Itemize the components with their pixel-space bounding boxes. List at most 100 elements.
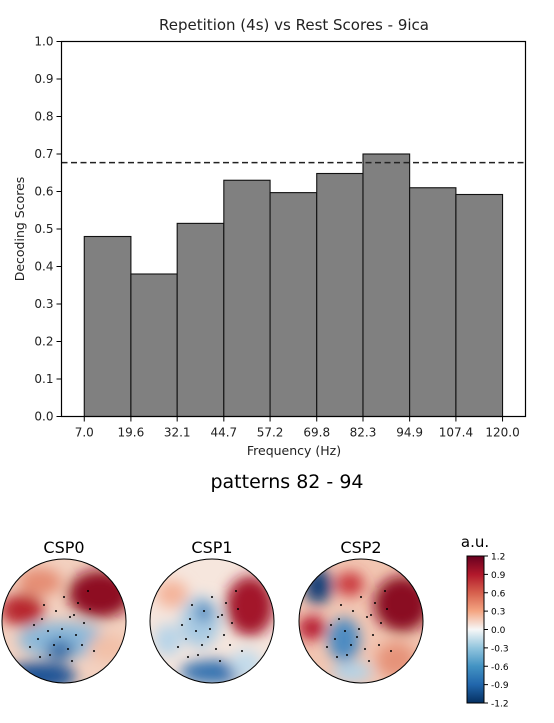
sensor-dot (346, 654, 348, 656)
colorbar-tick-label: -0.9 (491, 681, 509, 691)
bar (223, 179, 271, 418)
sensor-dot (340, 604, 342, 606)
colorbar-tick-label: -1.2 (491, 700, 509, 710)
sensor-dot (211, 596, 213, 598)
sensor-dot (61, 628, 63, 630)
sensor-dot (59, 636, 61, 638)
colorbar-ticks: 1.2 0.9 0.6 0.3 0.0 -0.3 -0.6 -0.9 -1.2 (484, 553, 509, 710)
sensor-dot (350, 644, 352, 646)
sensor-dot (43, 604, 45, 606)
y-tick-label: 0.1 (34, 372, 53, 386)
colorbar-label: a.u. (461, 533, 489, 551)
bar (455, 193, 504, 418)
sensor-dot (352, 610, 354, 612)
topomap-label: CSP0 (43, 538, 84, 557)
y-tick-label: 0.7 (34, 147, 53, 161)
sensor-dot (81, 644, 83, 646)
x-tick-label: 44.7 (210, 426, 237, 440)
sensor-dot (83, 622, 85, 624)
x-tick-label: 94.9 (396, 426, 423, 440)
sensor-dot (87, 590, 89, 592)
sensor-dot (330, 624, 332, 626)
sensor-dot (235, 590, 237, 592)
sensor-dot (187, 656, 189, 658)
bar (83, 235, 132, 418)
sensor-dot (237, 608, 239, 610)
sensor-dot (73, 614, 75, 616)
sensor-dot (201, 644, 203, 646)
x-tick-label: 19.6 (118, 426, 145, 440)
sensor-dot (33, 624, 35, 626)
sensor-dot (197, 654, 199, 656)
sensor-dot (221, 614, 223, 616)
sensor-dot (380, 622, 382, 624)
colorbar-tick-label: 0.6 (491, 589, 506, 599)
sensor-dot (378, 644, 380, 646)
sensor-dot (225, 602, 227, 604)
bar (130, 273, 178, 418)
colorbar-tick-label: 1.2 (491, 553, 505, 563)
sensor-dot (344, 630, 346, 632)
y-tick-label: 0.9 (34, 72, 53, 86)
sensor-dot (189, 618, 191, 620)
sensor-dot (374, 602, 376, 604)
sensor-dot (223, 634, 225, 636)
y-tick-label: 0.6 (34, 185, 53, 199)
sensor-dot (360, 596, 362, 598)
sensor-dot (77, 602, 79, 604)
x-tick-label: 107.4 (439, 426, 473, 440)
bar (269, 192, 318, 418)
head-outline (298, 558, 424, 684)
x-tick-label: 32.1 (164, 426, 191, 440)
bar-chart: Repetition (4s) vs Rest Scores - 9ica 0.… (12, 16, 527, 458)
bar (409, 187, 457, 418)
sensor-dot (219, 660, 221, 662)
x-tick-label: 120.0 (485, 426, 519, 440)
sensor-dot (356, 636, 358, 638)
bar (316, 172, 364, 418)
sensor-markers (326, 590, 392, 662)
sensor-dot (326, 646, 328, 648)
sensor-dot (195, 630, 197, 632)
sensor-dot (63, 596, 65, 598)
sensor-dot (39, 656, 41, 658)
colorbar: a.u. 1.2 0.9 0.6 0.3 0.0 -0.3 -0.6 -0.9 -1.2 (461, 533, 509, 710)
sensor-dot (215, 648, 217, 650)
sensor-dot (93, 650, 95, 652)
sensor-dot (69, 616, 71, 618)
head-outline (149, 558, 275, 684)
colorbar-tick-label: -0.6 (491, 663, 509, 673)
y-tick-label: 0.3 (34, 297, 53, 311)
sensor-dot (217, 616, 219, 618)
bar (362, 153, 411, 418)
x-axis-label: Frequency (Hz) (247, 443, 341, 458)
sensor-dot (338, 618, 340, 620)
sensor-dot (185, 638, 187, 640)
sensor-dot (334, 638, 336, 640)
sensor-dot (370, 614, 372, 616)
sensor-dot (241, 650, 243, 652)
sensor-dot (231, 622, 233, 624)
sensor-dot (55, 610, 57, 612)
x-tick-label: 69.8 (303, 426, 330, 440)
colorbar-tick-label: 0.0 (491, 626, 506, 636)
csp-patterns: patterns 82 - 94 CSP0 CSP1 (1, 471, 509, 710)
y-axis-label: Decoding Scores (12, 177, 27, 282)
sensor-dot (89, 608, 91, 610)
sensor-dot (229, 644, 231, 646)
sensor-dot (384, 590, 386, 592)
sensor-dot (207, 636, 209, 638)
sensor-dot (366, 616, 368, 618)
x-axis-ticks: 7.0 19.6 32.1 44.7 57.2 69.8 82.3 94.9 107.4 120.… (75, 416, 520, 440)
sensor-dot (41, 618, 43, 620)
sensor-dot (364, 648, 366, 650)
sensor-dot (29, 646, 31, 648)
y-tick-label: 0.5 (34, 222, 53, 236)
sensor-dot (53, 644, 55, 646)
y-axis-ticks: 0.0 0.1 0.2 0.3 0.4 0.5 0.6 0.7 0.8 0.9 1.0 (34, 35, 62, 424)
topomap-csp2: CSP2 (298, 538, 424, 684)
sensor-dot (191, 604, 193, 606)
bar-series (83, 153, 504, 418)
sensor-dot (358, 628, 360, 630)
